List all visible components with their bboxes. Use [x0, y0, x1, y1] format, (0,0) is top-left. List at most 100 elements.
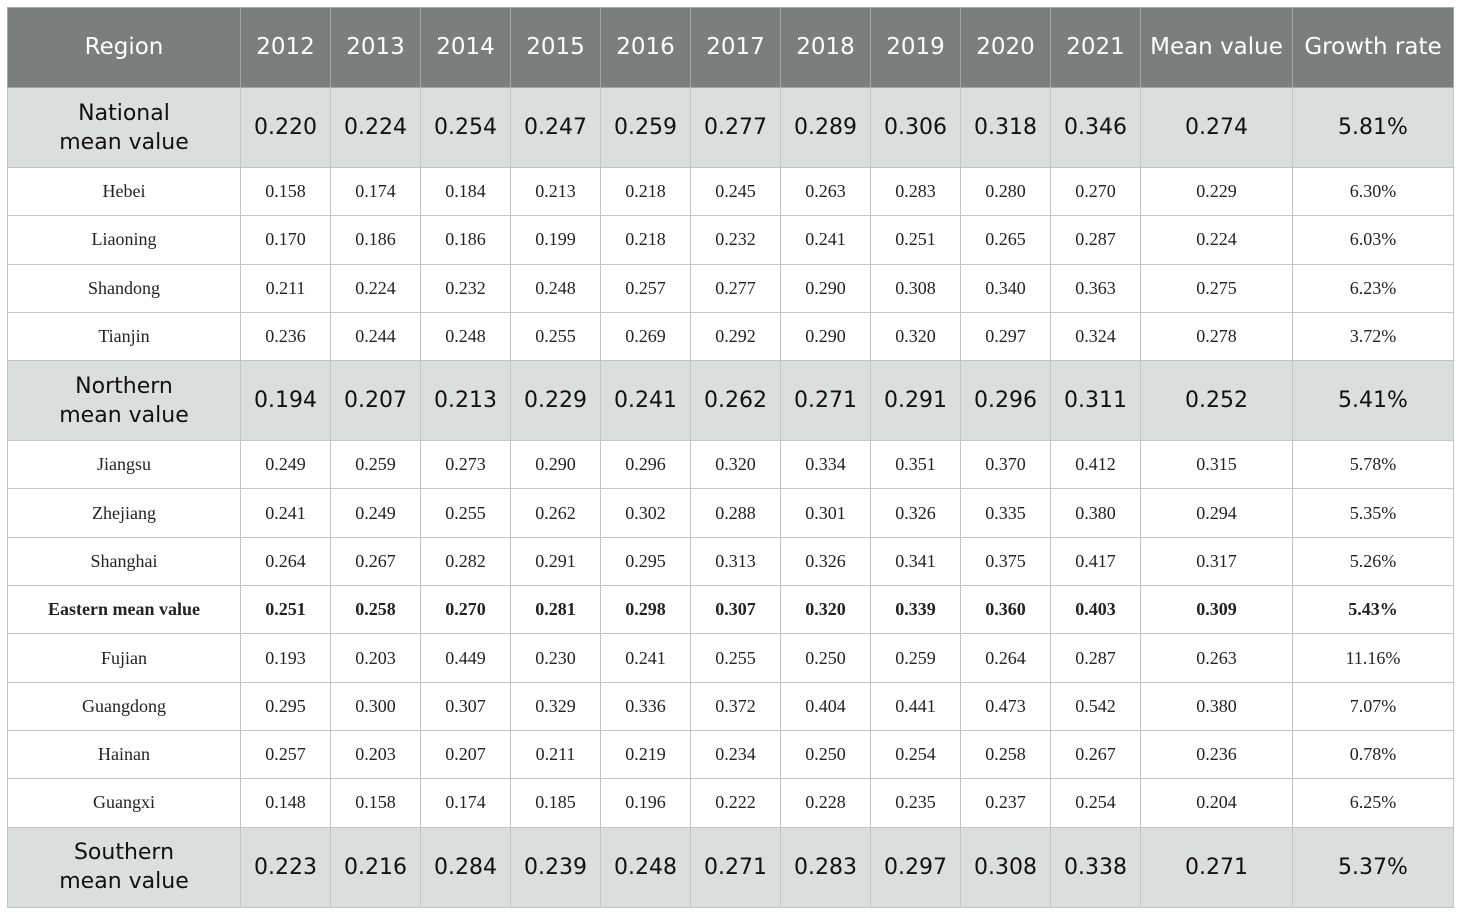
- value-cell: 0.255: [690, 633, 781, 683]
- value-cell: 0.277: [690, 263, 781, 313]
- value-cell: 0.271: [780, 360, 871, 442]
- value-cell: 0.412: [1050, 440, 1141, 490]
- value-cell: 0.193: [240, 633, 331, 683]
- value-cell: 0.473: [960, 681, 1051, 731]
- value-cell: 0.230: [510, 633, 601, 683]
- value-cell: 0.249: [330, 488, 421, 538]
- value-cell: 0.309: [1140, 585, 1293, 635]
- value-cell: 0.271: [1140, 826, 1293, 908]
- value-cell: 0.219: [600, 729, 691, 780]
- header-cell: 2021: [1050, 7, 1141, 88]
- region-cell: National mean value: [7, 87, 241, 168]
- value-cell: 0.320: [780, 585, 871, 635]
- value-cell: 0.542: [1050, 681, 1141, 731]
- data-row: Zhejiang 0.241 0.249 0.255 0.262 0.302 0.288 0.…: [7, 488, 1454, 538]
- value-cell: 0.222: [690, 778, 781, 828]
- value-cell: 0.294: [1140, 488, 1293, 538]
- value-cell: 0.341: [870, 536, 961, 587]
- value-cell: 0.265: [960, 215, 1051, 265]
- data-row: Shanghai 0.264 0.267 0.282 0.291 0.295 0.313 0.…: [7, 536, 1454, 587]
- value-cell: 0.336: [600, 681, 691, 731]
- value-cell: 0.290: [780, 263, 871, 313]
- value-cell: 0.375: [960, 536, 1051, 587]
- value-cell: 0.244: [330, 311, 421, 362]
- region-cell: Jiangsu: [7, 440, 241, 490]
- value-cell: 0.224: [1140, 215, 1293, 265]
- value-cell: 0.380: [1140, 681, 1293, 731]
- region-cell: Hebei: [7, 166, 241, 217]
- value-cell: 0.203: [330, 729, 421, 780]
- value-cell: 0.280: [960, 166, 1051, 217]
- value-cell: 0.262: [690, 360, 781, 442]
- value-cell: 0.241: [780, 215, 871, 265]
- value-cell: 0.340: [960, 263, 1051, 313]
- value-cell: 0.270: [1050, 166, 1141, 217]
- value-cell: 0.287: [1050, 633, 1141, 683]
- region-cell: Zhejiang: [7, 488, 241, 538]
- value-cell: 0.259: [870, 633, 961, 683]
- value-cell: 0.274: [1140, 87, 1293, 168]
- value-cell: 0.239: [510, 826, 601, 908]
- value-cell: 0.283: [780, 826, 871, 908]
- value-cell: 0.308: [960, 826, 1051, 908]
- value-cell: 0.254: [420, 87, 511, 168]
- value-cell: 0.185: [510, 778, 601, 828]
- value-cell: 0.351: [870, 440, 961, 490]
- value-cell: 0.295: [600, 536, 691, 587]
- region-cell: Fujian: [7, 633, 241, 683]
- value-cell: 0.329: [510, 681, 601, 731]
- value-cell: 0.245: [690, 166, 781, 217]
- value-cell: 0.241: [240, 488, 331, 538]
- value-cell: 0.318: [960, 87, 1051, 168]
- value-cell: 0.250: [780, 633, 871, 683]
- value-cell: 0.291: [510, 536, 601, 587]
- value-cell: 0.288: [690, 488, 781, 538]
- table-container: Region 2012 2013 2014 2015 2016 2017 2018 2019 20…: [7, 7, 1454, 908]
- value-cell: 0.220: [240, 87, 331, 168]
- value-cell: 0.254: [1050, 778, 1141, 828]
- value-cell: 0.78%: [1292, 729, 1454, 780]
- summary-row: Southern mean value 0.223 0.216 0.284 0.239 0…: [7, 826, 1454, 908]
- region-cell: Guangxi: [7, 778, 241, 828]
- value-cell: 0.232: [420, 263, 511, 313]
- value-cell: 0.441: [870, 681, 961, 731]
- value-cell: 0.213: [420, 360, 511, 442]
- value-cell: 0.326: [780, 536, 871, 587]
- value-cell: 6.23%: [1292, 263, 1454, 313]
- value-cell: 0.255: [420, 488, 511, 538]
- region-cell: Southern mean value: [7, 826, 241, 908]
- region-cell: Tianjin: [7, 311, 241, 362]
- value-cell: 0.292: [690, 311, 781, 362]
- value-cell: 0.317: [1140, 536, 1293, 587]
- value-cell: 0.417: [1050, 536, 1141, 587]
- header-cell: 2014: [420, 7, 511, 88]
- value-cell: 0.257: [240, 729, 331, 780]
- value-cell: 0.296: [600, 440, 691, 490]
- value-cell: 6.25%: [1292, 778, 1454, 828]
- value-cell: 5.43%: [1292, 585, 1454, 635]
- value-cell: 0.186: [420, 215, 511, 265]
- value-cell: 0.248: [420, 311, 511, 362]
- data-row: Tianjin 0.236 0.244 0.248 0.255 0.269 0.292 0.2…: [7, 311, 1454, 362]
- value-cell: 0.264: [240, 536, 331, 587]
- value-cell: 0.307: [420, 681, 511, 731]
- value-cell: 0.283: [870, 166, 961, 217]
- value-cell: 5.78%: [1292, 440, 1454, 490]
- data-row: Guangdong 0.295 0.300 0.307 0.329 0.336 0.372 0…: [7, 681, 1454, 731]
- value-cell: 0.204: [1140, 778, 1293, 828]
- value-cell: 0.281: [510, 585, 601, 635]
- value-cell: 0.404: [780, 681, 871, 731]
- value-cell: 0.216: [330, 826, 421, 908]
- value-cell: 0.232: [690, 215, 781, 265]
- value-cell: 0.273: [420, 440, 511, 490]
- value-cell: 0.251: [240, 585, 331, 635]
- header-cell: 2015: [510, 7, 601, 88]
- value-cell: 0.236: [1140, 729, 1293, 780]
- value-cell: 0.207: [420, 729, 511, 780]
- value-cell: 0.301: [780, 488, 871, 538]
- value-cell: 0.372: [690, 681, 781, 731]
- value-cell: 0.184: [420, 166, 511, 217]
- header-cell: 2019: [870, 7, 961, 88]
- value-cell: 0.211: [240, 263, 331, 313]
- header-cell: 2020: [960, 7, 1051, 88]
